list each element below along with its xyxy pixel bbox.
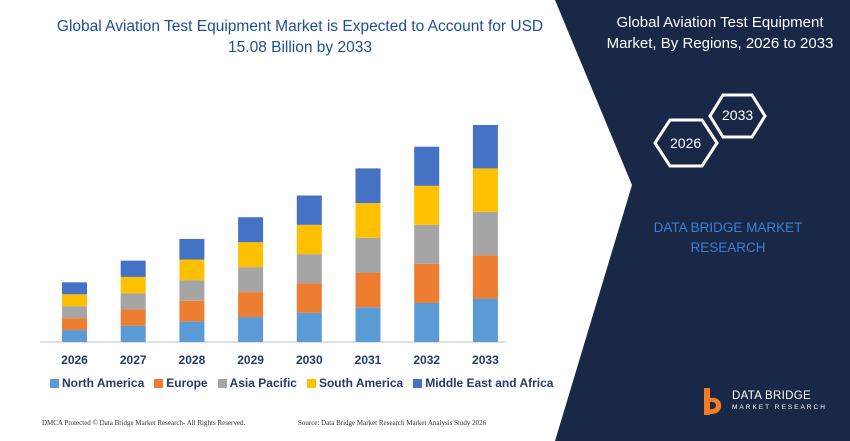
x-tick-label: 2031 [355,353,382,367]
chart-legend: North America Europe Asia Pacific South … [50,376,553,390]
legend-label: Middle East and Africa [425,376,554,390]
panel-background [555,0,850,441]
legend-swatch [50,378,59,388]
x-tick-label: 2029 [237,353,264,367]
bar-europe-2027 [120,309,146,326]
hexagon-outline [708,93,767,139]
bar-middle-east-and-africa-2027 [120,260,146,277]
legend-label: Europe [166,376,208,390]
brand-name: DATA BRIDGE MARKET RESEARCH [653,220,803,255]
bar-south-america-2026 [62,294,87,307]
bar-south-america-2030 [296,224,322,255]
bar-asia-pacific-2032 [414,224,440,264]
legend-label: North America [62,376,145,390]
bar-middle-east-and-africa-2031 [355,168,381,204]
logo-b-icon [704,388,722,415]
legend-label: Asia Pacific [229,376,297,390]
bar-middle-east-and-africa-2030 [296,195,322,225]
legend-label: South America [318,376,404,390]
bar-south-america-2027 [120,276,146,294]
legend-swatch [306,378,316,388]
bar-middle-east-and-africa-2029 [238,217,264,243]
bar-north-america-2027 [120,325,146,342]
bar-asia-pacific-2027 [120,293,146,310]
logo-line1: DATA BRIDGE [732,390,811,402]
year-start-label: 2026 [670,135,702,151]
legend-item-europe: Europe [154,376,208,390]
bar-north-america-2033 [472,298,498,342]
bar-europe-2028 [179,300,205,322]
bar-asia-pacific-2029 [238,267,264,293]
bar-middle-east-and-africa-2032 [414,146,440,186]
bar-asia-pacific-2031 [355,237,381,273]
year-end-label: 2033 [722,107,754,123]
bar-south-america-2028 [179,259,205,281]
bar-south-america-2032 [414,185,440,225]
bar-south-america-2031 [355,203,381,238]
bar-north-america-2032 [414,302,440,342]
legend-item-asia-pacific: Asia Pacific [217,376,297,390]
x-tick-label: 2027 [120,353,147,367]
bar-asia-pacific-2028 [179,280,205,301]
x-tick-label: 2032 [413,353,440,367]
x-tick-label: 2030 [296,353,323,367]
bar-europe-2029 [238,292,264,318]
bar-europe-2026 [62,318,87,331]
bar-europe-2031 [355,272,381,308]
x-tick-label: 2028 [179,353,206,367]
legend-swatch [154,378,164,388]
bar-asia-pacific-2026 [62,306,87,319]
bar-asia-pacific-2033 [472,211,498,256]
source-footer: Source: Data Bridge Market Research Mark… [298,419,487,427]
bar-europe-2030 [296,283,322,313]
copyright-footer: DMCA Protected © Data Bridge Market Rese… [42,419,246,427]
x-tick-label: 2033 [472,353,499,367]
legend-item-south-america: South America [306,376,404,390]
legend-item-north-america: North America [50,376,144,390]
bar-europe-2033 [472,255,498,299]
x-tick-label: 2026 [61,353,88,367]
legend-swatch [217,378,227,388]
bar-middle-east-and-africa-2026 [62,282,87,295]
bar-north-america-2030 [296,312,322,342]
bar-north-america-2026 [62,330,87,342]
panel-title: Global Aviation Test Equipment Market, B… [606,14,834,52]
bar-south-america-2033 [472,168,498,212]
hexagon-outline [653,118,719,168]
legend-item-middle-east-africa: Middle East and Africa [413,376,553,390]
logo-line2: MARKET RESEARCH [732,404,827,411]
company-logo: DATA BRIDGE MARKET RESEARCH [702,387,827,417]
bar-europe-2032 [414,263,440,303]
bar-north-america-2028 [179,321,205,342]
bar-middle-east-and-africa-2028 [179,238,205,260]
bar-north-america-2031 [355,307,381,342]
bar-north-america-2029 [238,317,264,342]
bar-asia-pacific-2030 [296,254,322,284]
chart-title: Global Aviation Test Equipment Market is… [56,18,544,56]
bar-south-america-2029 [238,242,264,268]
legend-swatch [413,378,423,388]
bar-middle-east-and-africa-2033 [472,125,498,169]
